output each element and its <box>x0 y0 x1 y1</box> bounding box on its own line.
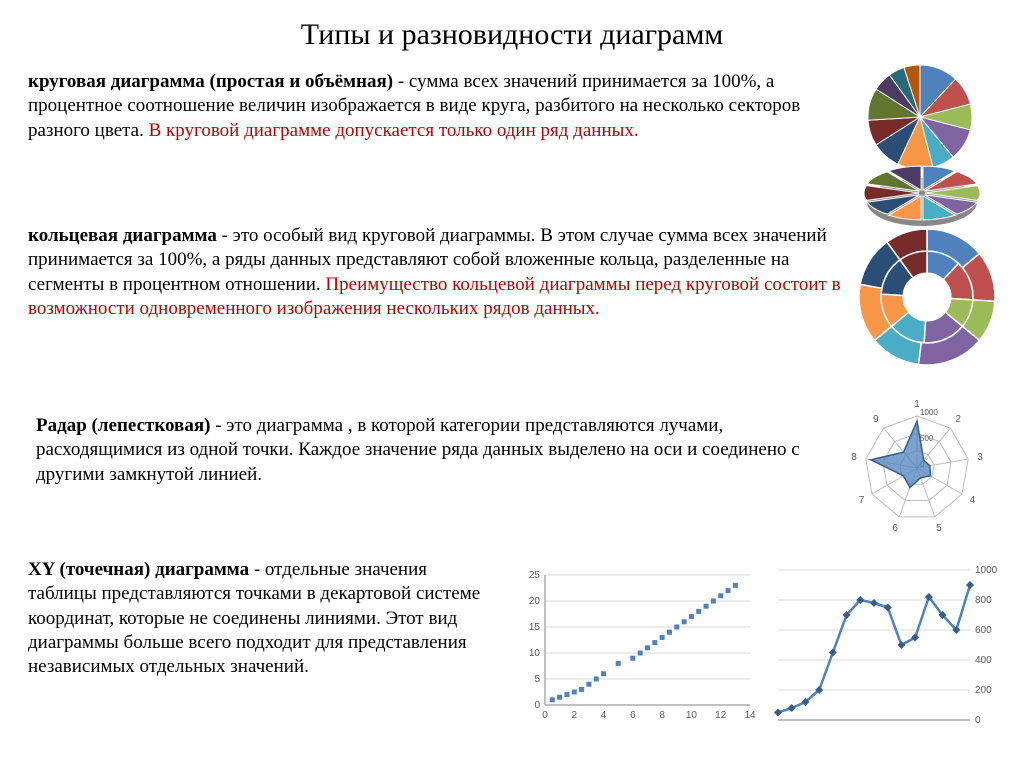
section-donut: кольцевая диаграмма - это особый вид кру… <box>28 224 858 321</box>
chart-line: 0 200 400 600 800 1000 <box>770 560 1010 735</box>
donut-bold: кольцевая диаграмма <box>28 225 217 246</box>
svg-text:6: 6 <box>892 523 898 534</box>
svg-text:800: 800 <box>975 595 992 606</box>
svg-text:5: 5 <box>534 674 540 685</box>
svg-text:1000: 1000 <box>920 408 938 417</box>
page-title: Типы и разновидности диаграмм <box>0 0 1024 60</box>
svg-text:7: 7 <box>859 495 865 506</box>
svg-text:600: 600 <box>975 625 992 636</box>
chart-radar: 12345678905001000 <box>832 390 1002 545</box>
svg-text:3: 3 <box>977 452 983 463</box>
section-xy: XY (точечная) диаграмма - отдельные знач… <box>28 558 498 680</box>
pie-bold: круговая диаграмма (простая и объёмная) <box>28 71 393 92</box>
chart-pie-flat <box>860 62 980 172</box>
svg-text:200: 200 <box>975 685 992 696</box>
svg-text:0: 0 <box>534 700 540 711</box>
svg-text:20: 20 <box>529 596 541 607</box>
para-donut: кольцевая диаграмма - это особый вид кру… <box>28 224 858 321</box>
chart-scatter: 0 5 10 15 20 25 0 2 4 6 8 10 12 14 <box>510 565 760 725</box>
svg-text:9: 9 <box>873 414 879 425</box>
svg-text:500: 500 <box>920 434 934 443</box>
section-pie: круговая диаграмма (простая и объёмная) … <box>28 70 818 143</box>
svg-text:400: 400 <box>975 655 992 666</box>
svg-text:4: 4 <box>601 710 607 721</box>
svg-text:5: 5 <box>936 523 942 534</box>
svg-text:10: 10 <box>686 710 698 721</box>
svg-text:10: 10 <box>529 648 541 659</box>
svg-text:25: 25 <box>529 570 541 581</box>
para-xy: XY (точечная) диаграмма - отдельные знач… <box>28 558 498 680</box>
svg-text:1000: 1000 <box>975 565 998 576</box>
svg-text:15: 15 <box>529 622 541 633</box>
svg-text:8: 8 <box>851 452 857 463</box>
radar-bold: Радар (лепестковая) <box>36 415 210 436</box>
svg-text:14: 14 <box>744 710 756 721</box>
svg-text:8: 8 <box>659 710 665 721</box>
svg-text:2: 2 <box>955 414 961 425</box>
section-radar: Радар (лепестковая) - это диаграмма , в … <box>36 414 816 487</box>
para-radar: Радар (лепестковая) - это диаграмма , в … <box>36 414 816 487</box>
xy-bold: XY (точечная) диаграмма <box>28 559 249 580</box>
pie-red: В круговой диаграмме допускается только … <box>149 120 639 141</box>
chart-donut <box>852 225 1002 370</box>
chart-pie-3d <box>855 165 990 230</box>
svg-text:2: 2 <box>572 710 578 721</box>
svg-text:4: 4 <box>970 495 976 506</box>
para-pie: круговая диаграмма (простая и объёмная) … <box>28 70 818 143</box>
svg-text:0: 0 <box>975 715 981 726</box>
svg-text:0: 0 <box>542 710 548 721</box>
svg-text:6: 6 <box>630 710 636 721</box>
svg-text:12: 12 <box>715 710 727 721</box>
